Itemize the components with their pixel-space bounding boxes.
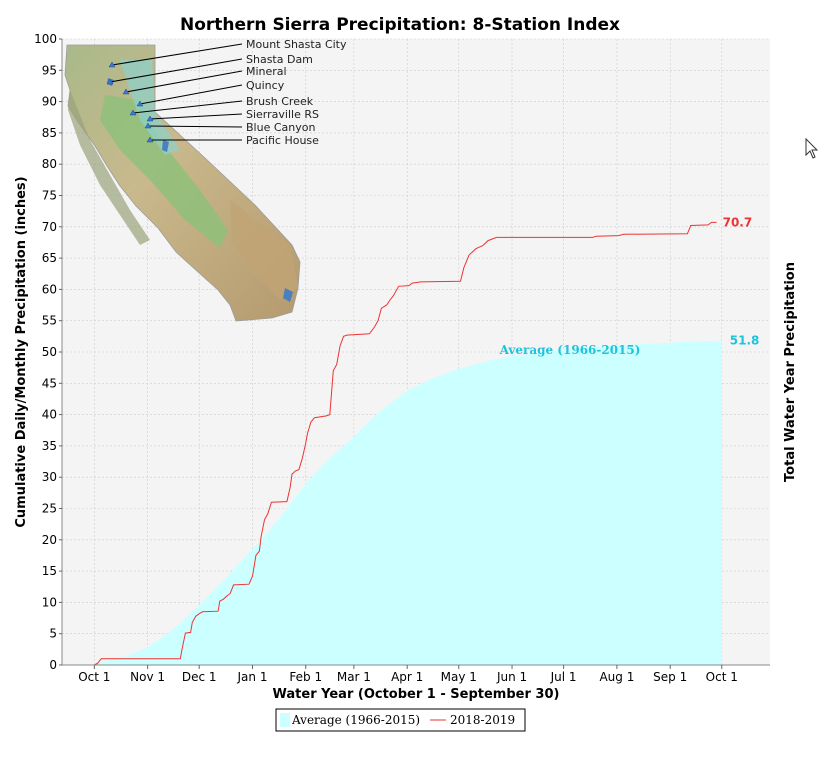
x-tick-label: Jul 1	[550, 670, 577, 684]
current-end-value: 70.7	[723, 215, 753, 229]
station-pointer	[125, 70, 243, 93]
current-year-layer: 70.7	[94, 215, 753, 666]
station-layer: Mount Shasta City Shasta DamMineralQuincy…	[106, 38, 347, 147]
y-tick-label: 5	[49, 627, 57, 641]
legend-label-current: 2018-2019	[450, 713, 515, 727]
station-pointer	[109, 58, 243, 83]
y-tick-label: 80	[42, 157, 57, 171]
station-label: Mount Shasta City	[246, 38, 347, 51]
southern-desert	[230, 200, 298, 300]
y-tick-label: 100	[34, 32, 57, 46]
station-label: Mineral	[246, 65, 287, 78]
y-tick-label: 50	[42, 345, 57, 359]
station-marker-icon	[129, 109, 137, 116]
sierra-highlands	[120, 60, 180, 155]
station-marker-icon	[136, 100, 144, 107]
x-tick-label: Jan 1	[237, 670, 268, 684]
y-axis-label: Cumulative Daily/Monthly Precipitation (…	[14, 176, 29, 527]
y-tick-label: 70	[42, 220, 57, 234]
average-end-value: 51.8	[730, 334, 760, 348]
station-label: Sierraville RS	[246, 108, 319, 121]
average-area-layer: Average (1966-2015) 51.8	[94, 334, 759, 665]
station-marker-icon	[146, 136, 154, 143]
y-tick-label: 15	[42, 564, 57, 578]
salton-sea	[283, 288, 293, 302]
y-tick-label: 85	[42, 126, 57, 140]
x-tick-label: Jun 1	[496, 670, 527, 684]
y-tick-label: 10	[42, 595, 57, 609]
station-label: Blue Canyon	[246, 121, 315, 134]
y-tick-label: 75	[42, 189, 57, 203]
legend: Average (1966-2015) 2018-2019	[275, 708, 526, 732]
station-label: Pacific House	[246, 134, 319, 147]
y-tick-label: 35	[42, 439, 57, 453]
station-marker-icon	[144, 122, 152, 129]
chart-title: Northern Sierra Precipitation: 8-Station…	[180, 15, 620, 35]
station-marker-icon	[108, 61, 116, 68]
y-tick-label: 0	[49, 658, 57, 672]
x-tick-label: Oct 1	[78, 670, 110, 684]
station-pointer	[111, 43, 243, 66]
y-tick-label: 45	[42, 376, 57, 390]
x-tick-label: Nov 1	[130, 670, 165, 684]
x-tick-label: Feb 1	[289, 670, 322, 684]
station-label: Brush Creek	[246, 95, 314, 108]
x-tick-label: Apr 1	[391, 670, 423, 684]
average-area	[94, 340, 722, 665]
x-tick-label: Aug 1	[599, 670, 634, 684]
legend-label-average: Average (1966-2015)	[291, 713, 420, 727]
coast-ranges	[68, 90, 150, 245]
y-tick-label: 65	[42, 251, 57, 265]
station-marker-icon	[106, 78, 114, 85]
y-tick-label: 90	[42, 95, 57, 109]
x-tick-label: Oct 1	[706, 670, 738, 684]
mouse-pointer-icon	[805, 138, 819, 159]
lake-tahoe	[162, 140, 169, 152]
y-tick-label: 60	[42, 282, 57, 296]
legend-swatch-average	[280, 713, 290, 727]
x-tick-label: Dec 1	[182, 670, 217, 684]
axes: 0 5 10 15 20 25 30 35 40 45 50 55 60 65 70 75 80 85 90 95 10…	[34, 32, 770, 684]
x-tick-label: May 1	[441, 670, 477, 684]
y-tick-label: 95	[42, 63, 57, 77]
y-tick-label: 20	[42, 533, 57, 547]
x-axis-label: Water Year (October 1 - September 30)	[273, 687, 560, 702]
station-label: Quincy	[246, 79, 285, 92]
y-tick-label: 25	[42, 502, 57, 516]
x-tick-label: Sep 1	[653, 670, 687, 684]
station-pointer	[132, 100, 243, 114]
legend-box	[275, 708, 526, 732]
x-tick-label: Mar 1	[337, 670, 371, 684]
y-tick-label: 40	[42, 408, 57, 422]
station-pointer	[149, 113, 243, 120]
california-inset-map	[64, 44, 301, 322]
central-valley	[100, 95, 228, 248]
station-pointer	[139, 84, 243, 105]
average-series-label: Average (1966-2015)	[499, 343, 641, 357]
y-tick-label: 30	[42, 470, 57, 484]
y-axis-right-label: Total Water Year Precipitation	[783, 262, 798, 482]
current-year-line	[94, 221, 717, 666]
station-pointer	[147, 125, 243, 128]
station-marker-icon	[146, 115, 154, 122]
station-marker-icon	[122, 88, 130, 95]
station-label: Shasta Dam	[246, 53, 313, 66]
y-tick-label: 55	[42, 314, 57, 328]
